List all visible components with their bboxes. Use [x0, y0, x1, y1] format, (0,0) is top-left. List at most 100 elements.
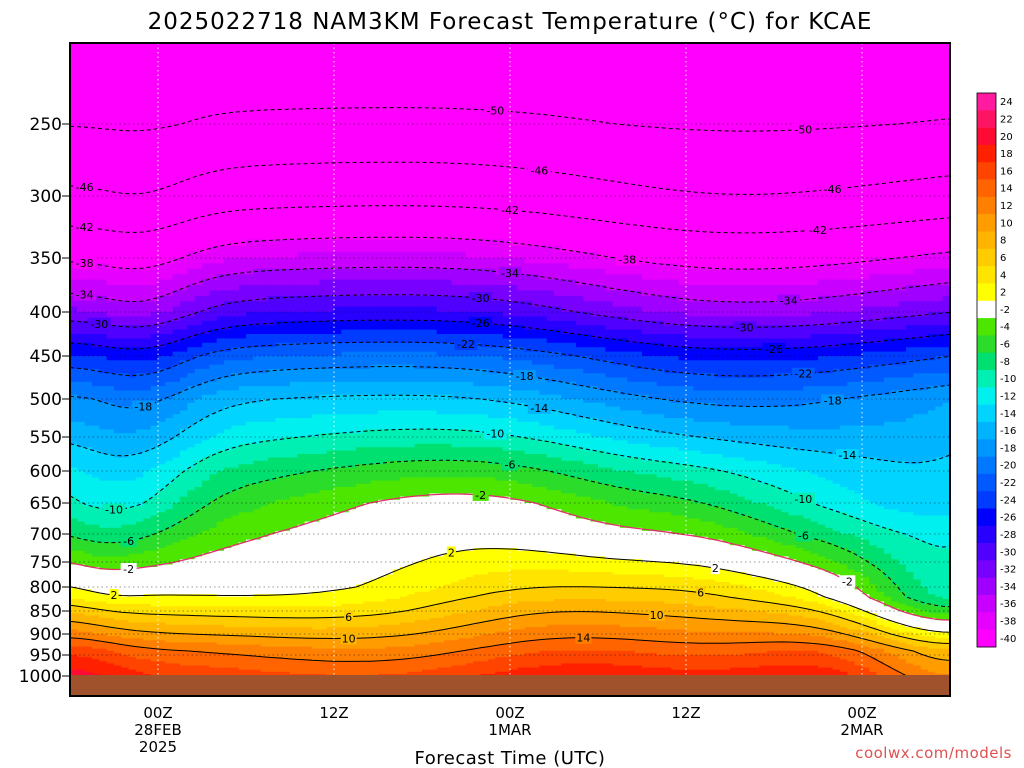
temperature-cell: [488, 325, 496, 335]
temperature-cell: [180, 338, 188, 353]
temperature-cell: [935, 548, 944, 598]
temperature-cell: [304, 617, 313, 628]
temperature-cell: [444, 601, 452, 617]
temperature-cell: [634, 306, 643, 322]
temperature-cell: [576, 368, 584, 387]
temperature-cell: [224, 667, 232, 681]
temperature-cell: [297, 399, 306, 419]
temperature-cell: [561, 599, 570, 612]
temperature-cell: [847, 636, 856, 643]
temperature-cell: [869, 320, 878, 331]
temperature-cell: [429, 443, 438, 462]
temperature-cell: [935, 347, 944, 357]
temperature-cell: [832, 347, 841, 357]
temperature-cell: [788, 530, 797, 546]
temperature-cell: [158, 631, 166, 641]
temperature-cell: [590, 572, 599, 588]
temperature-cell: [290, 356, 298, 370]
temperature-cell: [722, 301, 731, 317]
temperature-cell: [854, 638, 863, 646]
temperature-cell: [480, 356, 489, 370]
temperature-cell: [378, 577, 386, 602]
temperature-cell: [832, 545, 841, 563]
temperature-cell: [524, 569, 533, 590]
temperature-cell: [854, 425, 863, 458]
temperature-cell: [246, 325, 254, 335]
temperature-cell: [744, 316, 753, 326]
temperature-cell: [642, 414, 650, 430]
temperature-cell: [114, 636, 122, 646]
temperature-cell: [275, 638, 284, 648]
temperature-cell: [612, 638, 621, 652]
temperature-cell: [539, 316, 548, 331]
x-tick-label: 28FEB: [134, 721, 181, 739]
temperature-cell: [150, 622, 159, 633]
temperature-cell: [913, 360, 922, 374]
temperature-cell: [642, 368, 650, 383]
temperature-cell: [363, 661, 372, 677]
temperature-cell: [238, 464, 247, 488]
temperature-cell: [554, 329, 562, 344]
temperature-cell: [334, 279, 342, 297]
temperature-cell: [744, 477, 753, 501]
temperature-cell: [810, 325, 819, 335]
temperature-cell: [370, 579, 379, 602]
temperature-cell: [590, 450, 599, 465]
temperature-cell: [224, 548, 232, 598]
temperature-cell: [121, 301, 130, 317]
temperature-cell: [517, 569, 526, 590]
temperature-cell: [810, 450, 819, 475]
temperature-cell: [510, 258, 518, 275]
temperature-cell: [913, 464, 922, 516]
temperature-cell: [898, 534, 907, 566]
temperature-cell: [275, 320, 284, 335]
temperature-cell: [796, 562, 804, 588]
temperature-cell: [495, 373, 504, 387]
temperature-cell: [378, 661, 386, 675]
temperature-cell: [224, 450, 232, 469]
temperature-cell: [891, 584, 900, 602]
temperature-cell: [554, 650, 562, 667]
temperature-cell: [202, 594, 210, 607]
temperature-cell: [906, 631, 914, 639]
temperature-cell: [356, 433, 364, 448]
temperature-cell: [583, 386, 592, 404]
temperature-cell: [312, 368, 320, 383]
temperature-cell: [524, 483, 533, 504]
temperature-cell: [150, 402, 159, 427]
temperature-cell: [378, 295, 386, 308]
temperature-cell: [106, 285, 115, 302]
temperature-cell: [370, 414, 379, 430]
temperature-cell: [297, 285, 306, 297]
temperature-cell: [488, 646, 496, 660]
temperature-cell: [906, 360, 914, 379]
temperature-cell: [561, 342, 570, 357]
temperature-cell: [238, 596, 247, 607]
temperature-cell: [143, 550, 152, 568]
temperature-cell: [730, 347, 738, 361]
temperature-cell: [282, 239, 291, 259]
temperature-cell: [722, 43, 731, 270]
temperature-cell: [84, 342, 93, 357]
temperature-cell: [334, 251, 342, 270]
temperature-cell: [642, 627, 650, 641]
colorbar-label: -32: [1000, 565, 1016, 576]
temperature-cell: [532, 569, 540, 588]
temperature-cell: [510, 418, 518, 438]
colorbar-label: 22: [1000, 114, 1013, 125]
temperature-cell: [539, 601, 548, 614]
temperature-cell: [906, 316, 914, 326]
temperature-cell: [150, 386, 159, 404]
temperature-cell: [693, 579, 702, 593]
credit-link[interactable]: coolwx.com/models: [855, 744, 1012, 762]
temperature-cell: [832, 631, 841, 641]
temperature-cell: [341, 617, 350, 628]
temperature-cell: [502, 644, 511, 658]
temperature-cell: [114, 406, 122, 434]
temperature-cell: [268, 295, 276, 313]
temperature-cell: [722, 390, 731, 408]
temperature-cell: [334, 381, 342, 396]
temperature-cell: [906, 613, 914, 628]
temperature-cell: [524, 245, 533, 264]
temperature-cell: [693, 606, 702, 619]
